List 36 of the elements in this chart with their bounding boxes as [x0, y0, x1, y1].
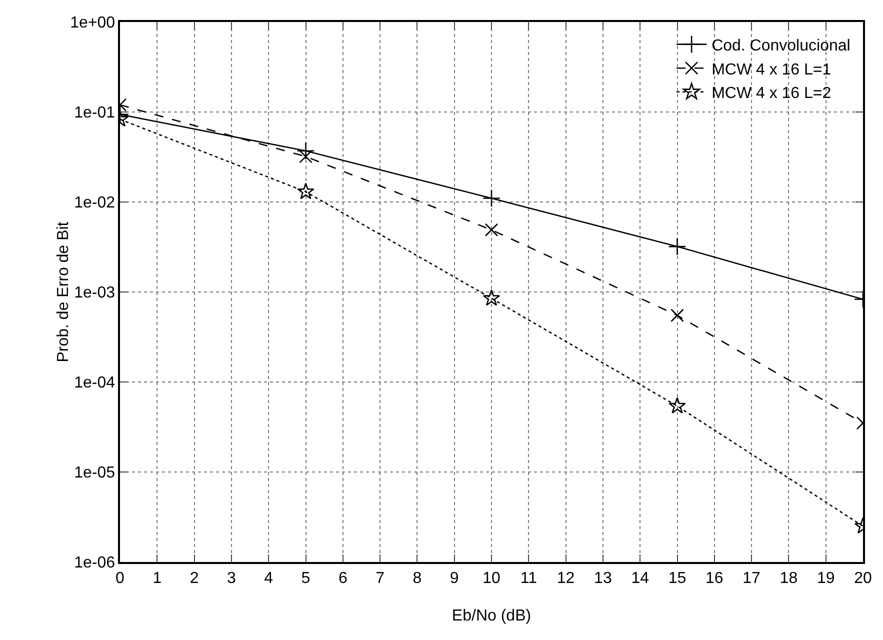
- point: [482, 189, 501, 208]
- x-tick-label: 4: [264, 570, 274, 587]
- y-tick-label: 1e-06: [74, 554, 116, 572]
- y-tick-label: 1e+00: [70, 14, 116, 32]
- legend-label: MCW 4 x 16 L=2: [712, 85, 832, 102]
- x-tick-label: 1: [152, 570, 162, 587]
- x-tick-label: 11: [520, 570, 538, 587]
- x-tick-label: 15: [668, 570, 686, 587]
- x-tick-label: 12: [556, 570, 575, 587]
- x-tick-label: 9: [450, 570, 459, 587]
- y-tick-label: 1e-04: [74, 374, 116, 392]
- x-tick-label: 8: [412, 570, 422, 587]
- x-tick-label: 3: [226, 570, 236, 587]
- x-tick-label: 16: [706, 570, 724, 587]
- x-tick-label: 13: [594, 570, 612, 587]
- point: [484, 223, 498, 237]
- x-tick-label: 5: [301, 570, 310, 587]
- x-axis-title: Eb/No (dB): [452, 608, 532, 624]
- y-axis-title: Prob. de Erro de Bit: [55, 221, 72, 362]
- y-tick-label: 1e-02: [74, 194, 116, 212]
- x-tick-label: 7: [376, 570, 385, 587]
- x-tick-label: 0: [116, 570, 125, 587]
- legend-label: MCW 4 x 16 L=1: [712, 61, 832, 78]
- x-tick-label: 20: [854, 570, 872, 587]
- x-tick-label: 14: [631, 570, 650, 587]
- x-tick-label: 6: [338, 570, 348, 587]
- x-tick-label: 17: [742, 570, 761, 587]
- x-tick-label: 10: [482, 570, 500, 587]
- y-tick-label: 1e-03: [74, 284, 116, 302]
- x-tick-label: 18: [780, 570, 798, 587]
- legend-label: Cod. Convolucional: [712, 38, 850, 55]
- y-tick-label: 1e-01: [74, 104, 116, 122]
- point: [482, 289, 500, 306]
- x-tick-label: 2: [190, 570, 199, 587]
- x-tick-label: 19: [816, 570, 835, 587]
- y-tick-label: 1e-05: [74, 464, 116, 482]
